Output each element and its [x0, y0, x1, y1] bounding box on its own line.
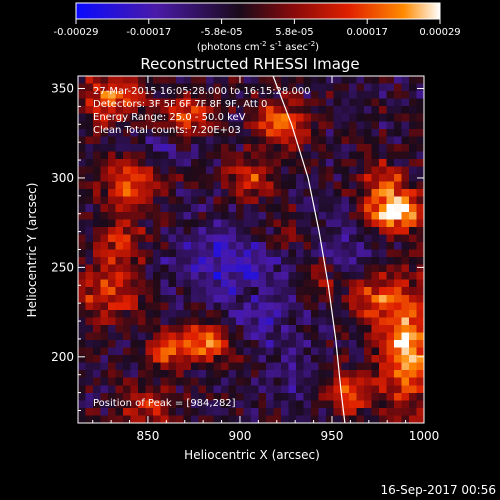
colorbar-tick-label: -0.00017 — [126, 27, 171, 38]
x-tick-label: 1000 — [409, 429, 440, 443]
info-line-clean: Clean Total counts: 7.20E+03 — [93, 125, 241, 136]
chart-title: Reconstructed RHESSI Image — [140, 55, 359, 73]
info-line-detectors: Detectors: 3F 5F 6F 7F 8F 9F, Att 0 — [93, 99, 267, 110]
colorbar-tick-label: 5.8e-05 — [275, 27, 313, 38]
colorbar-strip — [75, 2, 441, 20]
x-tick-label: 950 — [321, 429, 344, 443]
info-annotations: 27-Mar-2015 16:05:28.000 to 16:15:28.000… — [93, 86, 311, 409]
peak-position-label: Position of Peak = [984,282] — [93, 398, 236, 409]
solar-limb-line — [272, 76, 346, 423]
colorbar-tick-label: -5.8e-05 — [201, 27, 243, 38]
y-axis-label: Heliocentric Y (arcsec) — [25, 183, 39, 318]
heatmap-image — [78, 76, 424, 423]
y-tick-label: 200 — [51, 350, 74, 364]
colorbar-tick-label: 0.00029 — [419, 27, 460, 38]
x-tick-label: 900 — [229, 429, 252, 443]
y-tick-label: 250 — [51, 260, 74, 274]
y-tick-label: 350 — [51, 82, 74, 96]
footer-date: 16-Sep-2017 00:56 — [381, 483, 496, 497]
info-line-energy: Energy Range: 25.0 - 50.0 keV — [93, 112, 246, 123]
info-line-time: 27-Mar-2015 16:05:28.000 to 16:15:28.000 — [93, 86, 311, 97]
colorbar-tick-label: -0.00029 — [54, 27, 99, 38]
colorbar-ticks: -0.00029 -0.00017 -5.8e-05 5.8e-05 0.00017 0.… — [54, 19, 461, 38]
colorbar-unit-label: (photons cm-2 s-1 asec-2) — [197, 40, 319, 53]
y-axis-ticks: 200 250 300 350 — [51, 82, 424, 411]
y-tick-label: 300 — [51, 171, 74, 185]
x-axis-label: Heliocentric X (arcsec) — [184, 448, 320, 462]
x-axis-ticks: 850 900 950 1000 — [92, 76, 440, 443]
x-tick-label: 850 — [136, 429, 159, 443]
colorbar: -0.00029 -0.00017 -5.8e-05 5.8e-05 0.00017 0.… — [54, 2, 461, 53]
colorbar-tick-label: 0.00017 — [347, 27, 388, 38]
